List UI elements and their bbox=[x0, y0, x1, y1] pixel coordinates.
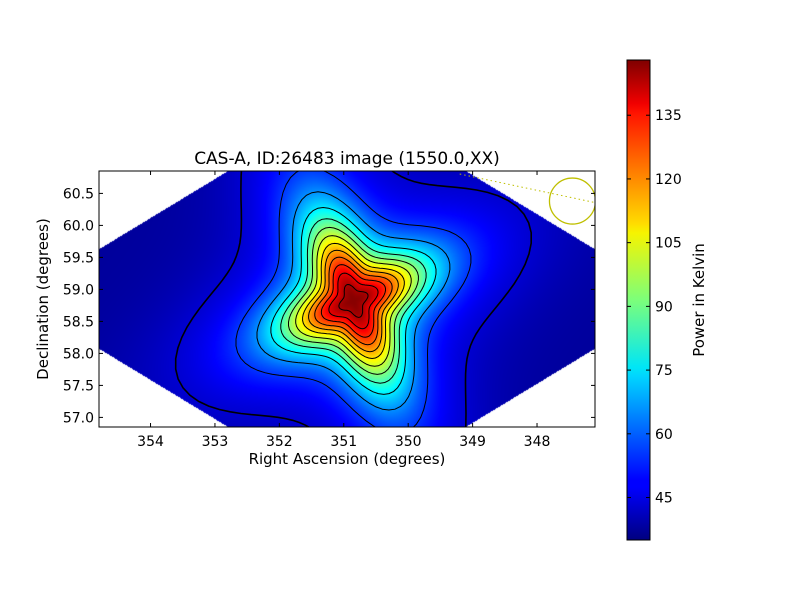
contour-line bbox=[270, 206, 437, 395]
chart-title: CAS-A, ID:26483 image (1550.0,XX) bbox=[194, 149, 500, 169]
colorbar-tick-label: 60 bbox=[655, 427, 673, 443]
contour-line bbox=[314, 256, 393, 346]
x-tick-label: 350 bbox=[395, 434, 422, 450]
plot-area: 354 353 352 351 350 349 348 57.0 57.5 58.0 58.5 59… bbox=[63, 170, 596, 450]
contour-line bbox=[256, 191, 451, 411]
colorbar-tick-label: 105 bbox=[655, 236, 682, 252]
colorbar-tick-label: 135 bbox=[655, 108, 682, 124]
y-tick-label: 60.5 bbox=[63, 186, 94, 202]
colorbar: 45 60 75 90 105 120 135 Power in Kelvin bbox=[626, 59, 708, 541]
y-tick-label: 57.5 bbox=[63, 378, 94, 394]
colorbar-label: Power in Kelvin bbox=[690, 243, 708, 357]
beam-pointer-line bbox=[459, 173, 595, 204]
beam-circle bbox=[548, 177, 595, 225]
y-tick-label: 57.0 bbox=[63, 410, 94, 426]
beam-marker bbox=[459, 173, 595, 225]
x-axis-ticks: 354 353 352 351 350 349 348 bbox=[137, 171, 550, 450]
contour-line bbox=[320, 264, 386, 338]
contour-lines bbox=[174, 171, 533, 427]
y-tick-label: 59.5 bbox=[63, 250, 94, 266]
plot-frame bbox=[98, 170, 596, 428]
y-axis-label: Declination (degrees) bbox=[34, 218, 52, 380]
contour-line bbox=[280, 218, 427, 384]
y-tick-label: 58.0 bbox=[63, 346, 94, 362]
x-tick-label: 351 bbox=[330, 434, 357, 450]
contour-line bbox=[295, 235, 412, 367]
x-tick-label: 352 bbox=[266, 434, 293, 450]
contour-line bbox=[302, 242, 405, 360]
y-axis-ticks: 57.0 57.5 58.0 58.5 59.0 59.5 60.0 60.5 bbox=[63, 186, 595, 426]
x-axis-label: Right Ascension (degrees) bbox=[249, 450, 446, 468]
colorbar-ticks: 45 60 75 90 105 120 135 bbox=[627, 108, 682, 507]
x-tick-label: 354 bbox=[137, 434, 164, 450]
contour-line bbox=[288, 226, 419, 375]
colorbar-tick-label: 45 bbox=[655, 491, 673, 507]
colorbar-gradient bbox=[626, 59, 651, 541]
x-tick-label: 348 bbox=[524, 434, 551, 450]
y-tick-label: 59.0 bbox=[63, 282, 94, 298]
x-tick-label: 353 bbox=[202, 434, 229, 450]
contour-line bbox=[328, 272, 379, 330]
contour-line bbox=[338, 283, 369, 318]
contour-line bbox=[235, 171, 472, 427]
y-tick-label: 58.5 bbox=[63, 314, 94, 330]
contour-line bbox=[174, 171, 533, 427]
contour-line bbox=[308, 249, 399, 353]
y-tick-label: 60.0 bbox=[63, 218, 94, 234]
colorbar-tick-label: 75 bbox=[655, 363, 673, 379]
x-tick-label: 349 bbox=[459, 434, 486, 450]
colorbar-tick-label: 120 bbox=[655, 172, 682, 188]
colorbar-tick-label: 90 bbox=[655, 299, 673, 315]
